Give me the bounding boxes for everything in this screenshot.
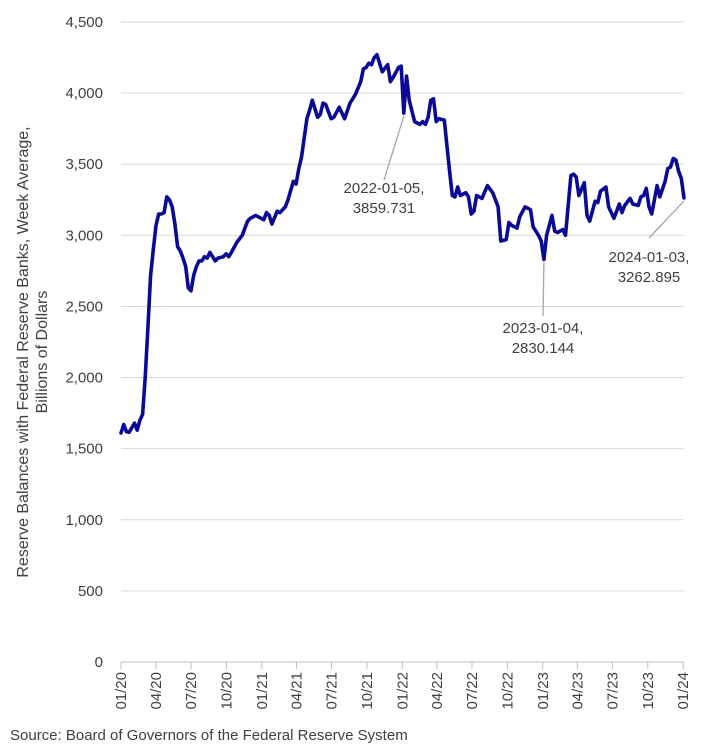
y-axis-title: Reserve Balances with Federal Reserve Ba… (15, 126, 32, 577)
annotation-label: 2022-01-05, (344, 180, 425, 197)
y-tick-label: 3,500 (65, 156, 103, 173)
x-tick-label: 01/23 (535, 672, 552, 710)
y-tick-label: 0 (95, 654, 103, 671)
x-tick-label: 07/22 (464, 672, 481, 710)
x-tick-label: 01/20 (113, 672, 130, 710)
annotation-label: 2830.144 (512, 340, 575, 357)
x-tick-label: 01/22 (394, 672, 411, 710)
annotation-leader-line (383, 115, 405, 181)
annotation-label: 3859.731 (353, 200, 416, 217)
annotation-leader-line (648, 200, 685, 239)
x-tick-label: 10/20 (218, 672, 235, 710)
y-tick-label: 1,000 (65, 512, 103, 529)
source-note: Source: Board of Governors of the Federa… (10, 727, 408, 744)
x-tick-label: 07/23 (604, 672, 621, 710)
x-tick-label: 04/23 (569, 672, 586, 710)
x-tick-label: 10/23 (640, 672, 657, 710)
series-line (119, 52, 686, 435)
y-tick-label: 500 (78, 583, 103, 600)
x-tick-label: 10/21 (359, 672, 376, 710)
y-tick-label: 4,000 (65, 85, 103, 102)
y-tick-label: 1,500 (65, 441, 103, 458)
annotation-label: 2024-01-03, (609, 249, 690, 266)
x-tick-label: 04/22 (429, 672, 446, 710)
x-tick-label: 04/21 (288, 672, 305, 710)
x-tick-label: 01/21 (254, 672, 271, 710)
annotation-leader-line (542, 262, 545, 317)
x-tick-label: 01/24 (675, 672, 692, 710)
y-tick-label: 2,500 (65, 298, 103, 315)
x-tick-label: 07/21 (323, 672, 340, 710)
y-tick-label: 4,500 (65, 14, 103, 31)
annotation-label: 2023-01-04, (503, 320, 584, 337)
y-tick-label: 3,000 (65, 227, 103, 244)
x-tick-label: 04/20 (148, 672, 165, 710)
y-tick-label: 2,000 (65, 370, 103, 387)
annotation-label: 3262.895 (618, 269, 681, 286)
x-tick-label: 07/20 (183, 672, 200, 710)
y-axis-title: Billions of Dollars (34, 291, 51, 414)
x-tick-label: 10/22 (499, 672, 516, 710)
